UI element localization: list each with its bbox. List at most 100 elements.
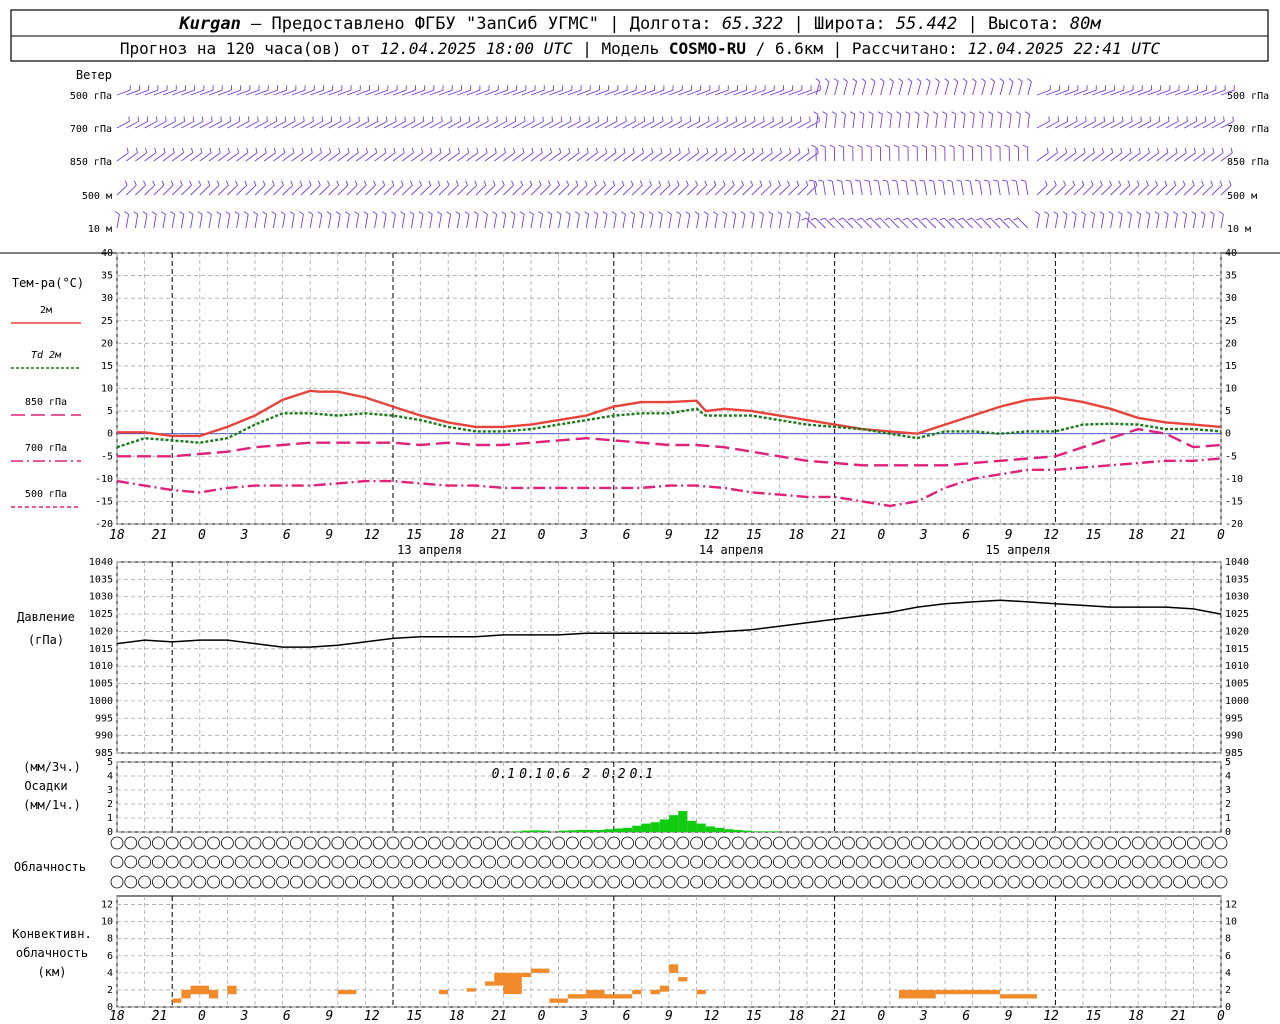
cloud-symbol [855, 836, 869, 850]
wind-barb [337, 152, 350, 162]
wind-barb [383, 184, 395, 196]
temp-ytick-right: 15 [1225, 361, 1237, 372]
cloud-symbol [855, 875, 869, 889]
conv-xtick: 3 [239, 1009, 248, 1024]
wind-barb-feather [264, 147, 267, 153]
latitude-value: 55.442 [896, 14, 957, 34]
cloud-symbol [414, 875, 428, 889]
wind-barb [1183, 152, 1196, 162]
wind-barb [1101, 184, 1112, 196]
wind-barb [1137, 152, 1150, 162]
wind-barb [356, 89, 370, 96]
wind-barb [632, 89, 646, 96]
wind-barb-feather [207, 180, 211, 186]
cloud-symbol [400, 836, 414, 850]
cloud-symbol [1104, 855, 1117, 869]
wind-barb-feather [879, 78, 885, 82]
cloud-symbol [704, 855, 717, 869]
wind-barb [1110, 184, 1122, 196]
wind-barb-feather [160, 211, 166, 215]
wind-barb-feather [151, 211, 157, 215]
wind-barb-feather [467, 147, 470, 153]
wind-barb-feather [271, 211, 277, 215]
cloud-symbol [331, 855, 345, 869]
wind-barb-feather [827, 179, 833, 182]
wind-barb [539, 214, 544, 229]
wind-barb [944, 81, 950, 96]
wind-barb-feather [625, 116, 627, 122]
wind-barb [493, 152, 506, 162]
wind-barb-feather [740, 211, 746, 215]
precip-bar [751, 831, 761, 832]
wind-barb [135, 184, 146, 196]
wind-barb-feather [450, 116, 452, 122]
wind-barb-feather [253, 180, 257, 186]
wind-barb [466, 152, 479, 162]
wind-barb-feather [603, 180, 606, 186]
wind-barb-feather [218, 147, 221, 153]
cloud-symbol [331, 875, 345, 889]
wind-barb-feather [1117, 211, 1123, 215]
prec-ytick-left: 2 [107, 799, 113, 810]
wind-barb-feather [1126, 211, 1132, 215]
wind-barb-feather [326, 211, 332, 215]
wind-barb-feather [1154, 211, 1160, 215]
wind-barb-feather [422, 116, 425, 122]
wind-barb [411, 184, 422, 196]
wind-barb-feather [365, 147, 368, 153]
cloud-symbol [759, 855, 772, 869]
temp-xtick: 9 [665, 528, 673, 543]
wind-barb [503, 152, 515, 162]
wind-barb-feather [247, 116, 250, 122]
wind-barb [1082, 152, 1095, 162]
cloud-symbol [441, 855, 455, 869]
wind-barb-feather [559, 147, 562, 153]
wind-barb [1054, 214, 1059, 229]
precip-bar [540, 830, 550, 832]
prec-ytick-left: 3 [107, 785, 113, 796]
wind-barb [447, 152, 460, 162]
wind-barb [530, 152, 543, 162]
wind-barb [448, 89, 462, 96]
conv-xtick: 6 [283, 1009, 291, 1024]
wind-barb [742, 184, 754, 196]
wind-barb [1045, 214, 1050, 229]
cloud-symbol [607, 875, 621, 889]
pressure-line [116, 599, 1222, 648]
conv-xtick: 0 [877, 1009, 885, 1024]
wind-barb [300, 214, 304, 229]
wind-barb [1156, 214, 1160, 229]
cloud-symbol [690, 836, 703, 850]
cloud-symbol [1076, 875, 1090, 889]
wind-barb [447, 184, 459, 196]
precip-bar [567, 830, 577, 832]
cloud-symbol [538, 875, 552, 889]
wind-barb [199, 121, 213, 129]
wind-barb-feather [921, 217, 927, 221]
wind-barb-feather [967, 144, 973, 148]
wind-barb-feather [818, 116, 820, 122]
wind-barb [549, 121, 563, 129]
wind-barb [227, 121, 241, 129]
wind-barb [622, 89, 637, 96]
wind-barb [979, 181, 983, 196]
wind-barb-feather [752, 147, 755, 153]
wind-barb [567, 184, 579, 196]
wind-barb [586, 89, 600, 96]
conv-bar [696, 989, 706, 995]
wind-barb-feather [978, 111, 984, 115]
wind-barb-feather [704, 180, 708, 186]
wind-barb [943, 217, 955, 229]
wind-barb-feather [753, 116, 756, 122]
wind-barb-feather [135, 147, 138, 153]
wind-barb [822, 181, 826, 196]
cloud-symbol [400, 855, 414, 869]
wind-barb-feather [1071, 211, 1077, 215]
wind-barb [466, 214, 470, 229]
wind-barb [190, 214, 194, 229]
wind-barb-feather [1062, 211, 1068, 215]
wind-barb-feather [669, 147, 672, 153]
wind-barb-feather [1121, 116, 1124, 122]
cloud-panel [110, 836, 1228, 889]
